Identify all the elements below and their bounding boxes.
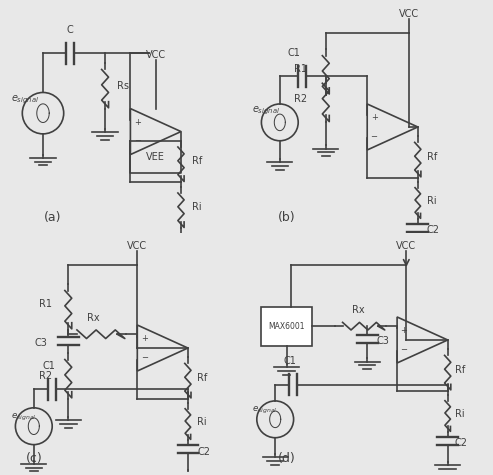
Text: Rf: Rf bbox=[197, 373, 208, 383]
Text: VEE: VEE bbox=[146, 152, 165, 162]
Text: R1: R1 bbox=[294, 65, 308, 75]
Text: Ri: Ri bbox=[197, 417, 207, 427]
Text: +: + bbox=[134, 118, 141, 127]
Text: $e_{signal}$: $e_{signal}$ bbox=[11, 93, 39, 105]
Text: Ri: Ri bbox=[427, 196, 437, 206]
Text: Rf: Rf bbox=[192, 156, 203, 166]
Text: −: − bbox=[400, 345, 408, 354]
Text: R2: R2 bbox=[39, 370, 52, 380]
Text: +: + bbox=[400, 326, 407, 335]
Text: +: + bbox=[141, 334, 147, 343]
Text: VCC: VCC bbox=[398, 9, 419, 19]
Text: (a): (a) bbox=[43, 210, 61, 224]
Text: C3: C3 bbox=[35, 338, 48, 349]
Text: (c): (c) bbox=[26, 452, 42, 466]
Text: C3: C3 bbox=[376, 336, 389, 346]
Text: +: + bbox=[371, 113, 378, 122]
Text: −: − bbox=[371, 132, 378, 141]
Text: C2: C2 bbox=[427, 226, 440, 236]
Text: C: C bbox=[66, 25, 73, 35]
Text: VCC: VCC bbox=[127, 241, 147, 251]
Text: Ri: Ri bbox=[192, 202, 202, 212]
Text: (d): (d) bbox=[278, 452, 296, 466]
Text: C1: C1 bbox=[287, 48, 300, 58]
Text: C2: C2 bbox=[455, 438, 467, 448]
Text: C2: C2 bbox=[197, 446, 210, 456]
Text: Rs: Rs bbox=[117, 81, 129, 91]
Text: (b): (b) bbox=[278, 210, 295, 224]
Text: −: − bbox=[134, 136, 141, 145]
Text: Rx: Rx bbox=[352, 304, 364, 314]
Text: $e_{signal}$: $e_{signal}$ bbox=[252, 405, 278, 416]
Text: $e_{signal}$: $e_{signal}$ bbox=[252, 104, 281, 117]
Text: Rf: Rf bbox=[455, 365, 465, 375]
Text: $e_{signal}$: $e_{signal}$ bbox=[11, 411, 36, 423]
Text: MAX6001: MAX6001 bbox=[269, 322, 305, 331]
Text: Rf: Rf bbox=[427, 152, 437, 162]
Text: Rx: Rx bbox=[87, 313, 100, 323]
Text: C1: C1 bbox=[42, 361, 55, 371]
Text: R2: R2 bbox=[294, 95, 308, 104]
Text: C1: C1 bbox=[283, 356, 297, 366]
Text: −: − bbox=[141, 353, 148, 362]
Text: R1: R1 bbox=[39, 299, 52, 309]
Text: VCC: VCC bbox=[145, 50, 166, 60]
Text: Ri: Ri bbox=[455, 408, 464, 418]
Text: VCC: VCC bbox=[396, 241, 417, 251]
FancyBboxPatch shape bbox=[261, 307, 312, 346]
